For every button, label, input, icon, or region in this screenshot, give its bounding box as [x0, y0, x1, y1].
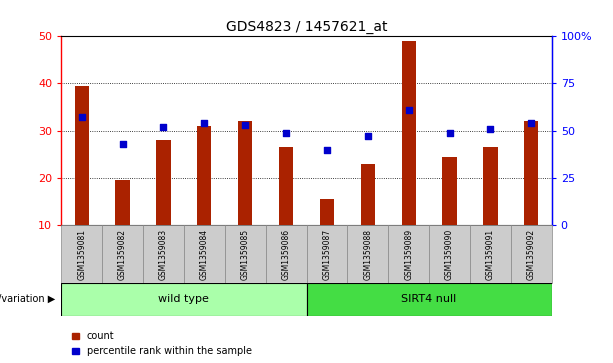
Text: GSM1359090: GSM1359090	[445, 228, 454, 280]
Bar	[511, 225, 552, 283]
Bar	[143, 225, 184, 283]
Bar	[360, 164, 375, 225]
Text: GSM1359089: GSM1359089	[404, 229, 413, 280]
Text: GSM1359087: GSM1359087	[322, 229, 332, 280]
Bar	[225, 225, 265, 283]
Legend: count, percentile rank within the sample: count, percentile rank within the sample	[72, 331, 252, 356]
Text: genotype/variation ▶: genotype/variation ▶	[0, 294, 55, 305]
Bar	[348, 225, 388, 283]
Point	[404, 107, 414, 113]
Text: SIRT4 null: SIRT4 null	[402, 294, 457, 305]
Point	[363, 134, 373, 139]
Bar	[483, 147, 498, 225]
Bar	[265, 225, 306, 283]
Bar	[443, 157, 457, 225]
Point	[159, 124, 169, 130]
Text: GSM1359091: GSM1359091	[486, 229, 495, 280]
Bar	[402, 41, 416, 225]
Bar	[306, 225, 348, 283]
Point	[281, 130, 291, 135]
Bar	[320, 199, 334, 225]
Point	[527, 120, 536, 126]
Bar	[279, 147, 293, 225]
Point	[77, 115, 86, 121]
Point	[485, 126, 495, 132]
Bar	[429, 225, 470, 283]
Text: GSM1359084: GSM1359084	[200, 229, 209, 280]
Text: wild type: wild type	[159, 294, 209, 305]
Point	[118, 141, 128, 147]
Bar	[61, 283, 306, 316]
Text: GSM1359086: GSM1359086	[281, 229, 291, 280]
Text: GSM1359081: GSM1359081	[77, 229, 86, 280]
Point	[240, 122, 250, 128]
Bar	[156, 140, 170, 225]
Bar	[470, 225, 511, 283]
Bar	[184, 225, 225, 283]
Point	[444, 130, 454, 135]
Point	[322, 147, 332, 152]
Point	[199, 120, 209, 126]
Text: GSM1359082: GSM1359082	[118, 229, 127, 280]
Bar	[61, 225, 102, 283]
Bar	[306, 283, 552, 316]
Bar	[197, 126, 211, 225]
Bar	[102, 225, 143, 283]
Bar	[75, 86, 89, 225]
Bar	[524, 121, 538, 225]
Bar	[115, 180, 130, 225]
Text: GSM1359092: GSM1359092	[527, 229, 536, 280]
Title: GDS4823 / 1457621_at: GDS4823 / 1457621_at	[226, 20, 387, 34]
Text: GSM1359088: GSM1359088	[364, 229, 372, 280]
Text: GSM1359085: GSM1359085	[241, 229, 249, 280]
Text: GSM1359083: GSM1359083	[159, 229, 168, 280]
Bar	[238, 121, 253, 225]
Bar	[388, 225, 429, 283]
